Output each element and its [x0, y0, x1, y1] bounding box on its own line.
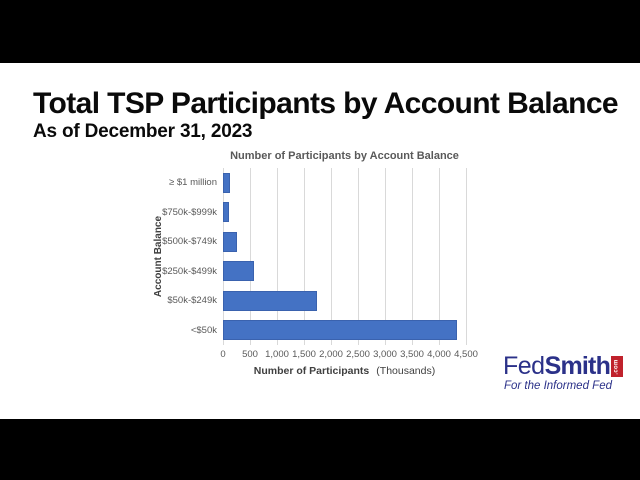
gridline — [277, 168, 278, 345]
bar-row — [223, 286, 466, 316]
category-labels: ≥ $1 million $750k-$999k $500k-$749k $250k-… — [0, 168, 217, 345]
bar-1 — [223, 172, 231, 193]
x-axis-title-main: Number of Participants — [253, 365, 370, 377]
x-tick-label: 1,500 — [292, 349, 316, 360]
bar-row — [223, 168, 466, 198]
gridline — [412, 168, 413, 345]
x-tick-label: 500 — [242, 349, 258, 360]
category-label: $50k-$249k — [167, 295, 217, 306]
category-label: <$50k — [190, 324, 217, 336]
category-label: $500k-$749k — [162, 236, 217, 247]
category-label: ≥ $1 million — [169, 177, 217, 188]
gridline — [439, 168, 440, 345]
fedsmith-logo: Fed Smith .com For the Informed Fed — [503, 352, 624, 392]
x-tick-label: 4,500 — [454, 349, 478, 360]
plot-area — [223, 168, 467, 346]
gridline — [223, 168, 224, 345]
fedsmith-wordmark: Fed Smith .com — [503, 352, 624, 380]
bar-row — [223, 198, 466, 228]
x-tick-label: 2,500 — [346, 349, 370, 360]
gridline — [331, 168, 332, 345]
bar-2 — [223, 202, 230, 222]
logo-com-text: .com — [614, 358, 621, 375]
x-axis-ticks: 0 500 1,000 1,500 2,000 2,500 3,000 3,500 4,000 4… — [220, 349, 478, 361]
bar-5 — [223, 290, 317, 311]
bar-row — [223, 227, 466, 257]
page-subtitle: As of December 31, 2023 — [33, 121, 253, 142]
page-title: Total TSP Participants by Account Balanc… — [33, 87, 619, 120]
logo-fed-text: Fed — [503, 352, 545, 380]
x-tick-label: 0 — [220, 349, 226, 360]
x-tick-label: 3,000 — [373, 349, 397, 360]
x-axis-title: Number of Participants (Thousands) — [183, 365, 506, 377]
bar-6 — [223, 320, 457, 340]
x-tick-label: 4,000 — [427, 349, 451, 360]
bar-3 — [223, 231, 237, 252]
content-panel: Total TSP Participants by Account Balanc… — [0, 63, 640, 419]
letterbox-bottom — [0, 419, 640, 480]
gridline — [358, 168, 359, 345]
x-axis-title-unit: (Thousands) — [376, 365, 436, 377]
logo-tagline: For the Informed Fed — [503, 380, 612, 392]
logo-com-badge: .com — [611, 356, 624, 377]
gridline — [304, 168, 305, 345]
bar-4 — [223, 261, 254, 281]
gridline — [466, 168, 467, 345]
bar-row — [223, 316, 466, 346]
category-label: $250k-$499k — [162, 265, 217, 277]
x-tick-label: 2,000 — [319, 349, 343, 360]
bar-row — [223, 257, 466, 287]
logo-smith-text: Smith — [544, 352, 611, 380]
x-tick-label: 1,000 — [265, 349, 289, 360]
letterbox-top — [0, 0, 640, 63]
gridline — [385, 168, 386, 345]
chart-title: Number of Participants by Account Balanc… — [230, 150, 459, 162]
gridline — [250, 168, 251, 345]
x-tick-label: 3,500 — [400, 349, 424, 360]
category-label: $750k-$999k — [162, 206, 217, 218]
